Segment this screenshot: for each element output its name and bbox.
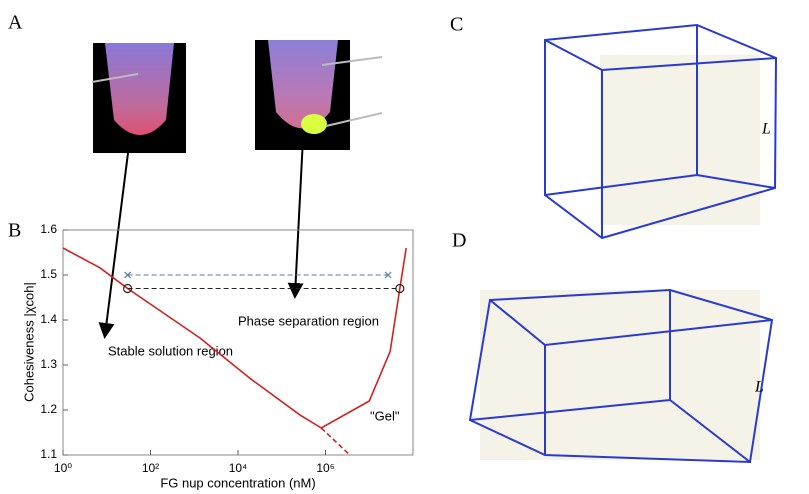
- panel-label: B: [8, 220, 21, 242]
- chart: Cohesiveness |χcoh| FG nup concentration…: [21, 222, 414, 490]
- annotation: Phase separation region: [238, 313, 379, 328]
- tube-image-left: [91, 43, 186, 153]
- marker: [123, 283, 133, 294]
- y-tick-label: 1.3: [40, 357, 57, 371]
- x-tick-label: 10⁴: [229, 461, 248, 475]
- arrow: [98, 152, 129, 339]
- edge-label: L: [761, 121, 771, 138]
- y-tick-label: 1.4: [40, 312, 57, 326]
- simulation-box-d: [468, 288, 774, 464]
- panel-label: A: [8, 12, 23, 34]
- marker: [384, 271, 392, 279]
- x-tick-label: 10²: [142, 461, 159, 475]
- annotation: "Gel": [370, 408, 400, 423]
- y-axis-label: Cohesiveness |χcoh|: [21, 282, 36, 402]
- y-tick-label: 1.5: [40, 267, 57, 281]
- x-tick-label: 10⁰: [54, 461, 72, 475]
- x-tick-label: 10⁶: [316, 461, 334, 475]
- simulation-box-c: [544, 23, 778, 240]
- arrow: [287, 137, 304, 299]
- panel-label: D: [452, 230, 466, 252]
- tube-image-right: [255, 40, 383, 150]
- marker: [124, 271, 132, 279]
- series-line: [320, 427, 351, 456]
- y-tick-label: 1.1: [40, 447, 57, 461]
- marker: [395, 283, 405, 294]
- edge-label: L: [754, 379, 764, 396]
- panel-label: C: [450, 14, 463, 36]
- series-line: [62, 247, 408, 429]
- x-axis-label: FG nup concentration (nM): [160, 475, 315, 490]
- annotation: Stable solution region: [108, 343, 233, 358]
- y-tick-label: 1.2: [40, 402, 57, 416]
- y-tick-label: 1.6: [40, 222, 57, 236]
